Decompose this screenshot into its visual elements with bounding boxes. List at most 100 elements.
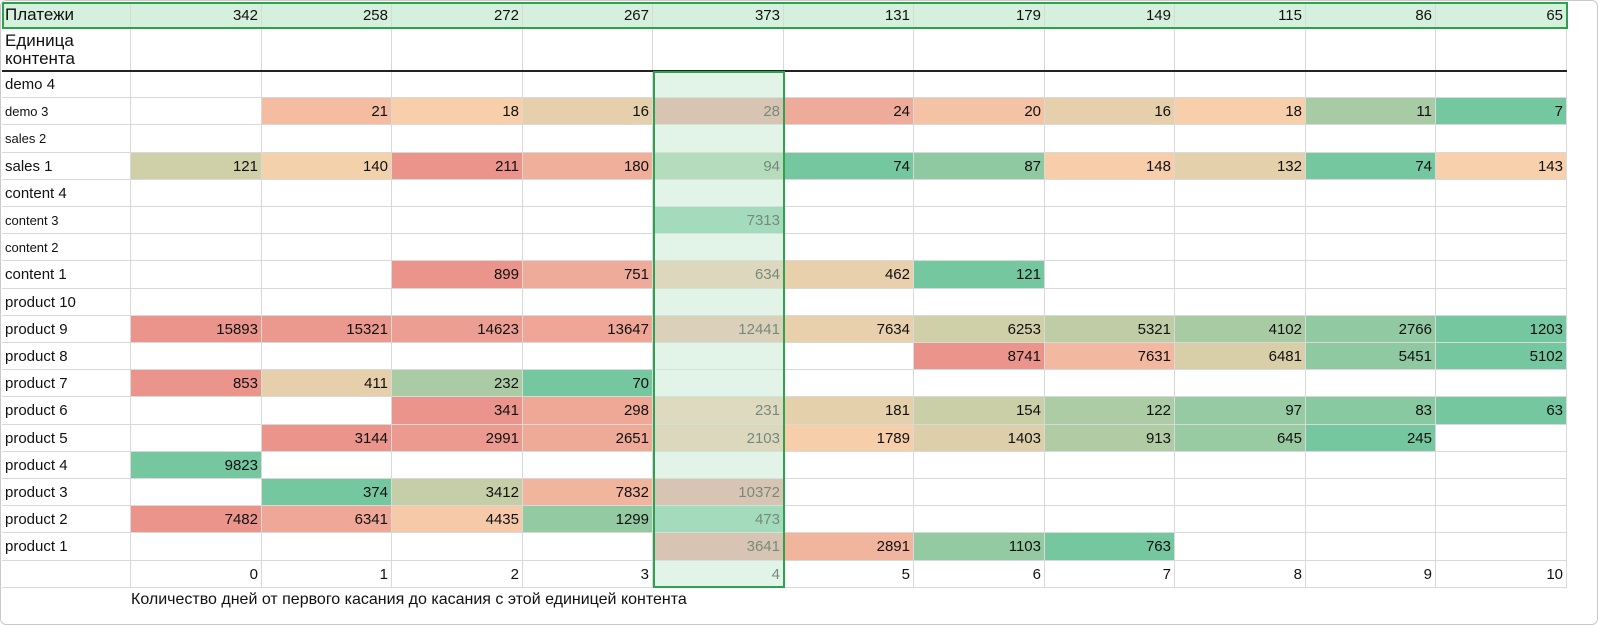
heatmap-cell[interactable] [914,506,1045,533]
heatmap-cell[interactable] [262,533,392,561]
heatmap-cell[interactable]: 473 [653,506,784,533]
heatmap-cell[interactable]: 6481 [1175,343,1306,370]
heatmap-cell[interactable] [523,234,653,261]
heatmap-cell[interactable]: 121 [131,153,262,180]
header-value-cell[interactable]: 272 [392,2,523,29]
heatmap-cell[interactable]: 232 [392,370,523,397]
heatmap-cell[interactable]: 16 [523,98,653,125]
heatmap-cell[interactable] [262,125,392,153]
heatmap-cell[interactable] [653,180,784,207]
heatmap-cell[interactable]: 298 [523,397,653,425]
heatmap-cell[interactable] [1045,479,1175,506]
heatmap-cell[interactable] [131,234,262,261]
row-label[interactable]: product 4 [2,452,131,479]
heatmap-cell[interactable] [392,71,523,98]
heatmap-cell[interactable]: 7832 [523,479,653,506]
empty-cell[interactable] [262,29,392,71]
heatmap-cell[interactable] [131,425,262,452]
heatmap-cell[interactable] [131,125,262,153]
heatmap-cell[interactable] [131,343,262,370]
heatmap-cell[interactable]: 15321 [262,316,392,343]
heatmap-cell[interactable]: 15893 [131,316,262,343]
heatmap-cell[interactable] [1175,71,1306,98]
heatmap-cell[interactable]: 7634 [784,316,914,343]
row-label[interactable]: demo 4 [2,71,131,98]
row-label[interactable]: product 9 [2,316,131,343]
heatmap-cell[interactable]: 634 [653,261,784,289]
unit-column-label[interactable]: Единица контента [2,29,131,71]
heatmap-cell[interactable]: 9823 [131,452,262,479]
heatmap-cell[interactable] [784,452,914,479]
heatmap-cell[interactable] [1045,506,1175,533]
heatmap-cell[interactable]: 2651 [523,425,653,452]
heatmap-cell[interactable] [1045,452,1175,479]
row-label[interactable]: sales 1 [2,153,131,180]
heatmap-cell[interactable]: 4435 [392,506,523,533]
heatmap-cell[interactable] [1045,234,1175,261]
heatmap-cell[interactable]: 13647 [523,316,653,343]
heatmap-cell[interactable]: 97 [1175,397,1306,425]
heatmap-cell[interactable] [1306,71,1436,98]
heatmap-cell[interactable] [131,71,262,98]
heatmap-cell[interactable] [1306,234,1436,261]
heatmap-cell[interactable] [1436,261,1567,289]
heatmap-cell[interactable] [653,452,784,479]
heatmap-cell[interactable]: 18 [392,98,523,125]
row-label[interactable]: product 3 [2,479,131,506]
heatmap-cell[interactable] [653,289,784,316]
heatmap-cell[interactable] [1175,261,1306,289]
heatmap-cell[interactable] [392,452,523,479]
heatmap-cell[interactable]: 74 [784,153,914,180]
heatmap-cell[interactable] [262,207,392,234]
heatmap-cell[interactable]: 751 [523,261,653,289]
heatmap-cell[interactable] [784,506,914,533]
heatmap-cell[interactable] [1306,506,1436,533]
heatmap-cell[interactable] [131,397,262,425]
heatmap-cell[interactable] [784,207,914,234]
heatmap-cell[interactable]: 6253 [914,316,1045,343]
heatmap-cell[interactable]: 899 [392,261,523,289]
heatmap-cell[interactable] [392,180,523,207]
heatmap-cell[interactable]: 245 [1306,425,1436,452]
heatmap-cell[interactable] [914,452,1045,479]
heatmap-cell[interactable] [784,370,914,397]
heatmap-cell[interactable] [262,452,392,479]
heatmap-cell[interactable] [1436,479,1567,506]
heatmap-cell[interactable] [1045,125,1175,153]
row-label[interactable]: demo 3 [2,98,131,125]
heatmap-cell[interactable] [1306,533,1436,561]
heatmap-cell[interactable]: 94 [653,153,784,180]
heatmap-cell[interactable]: 11 [1306,98,1436,125]
empty-cell[interactable] [131,29,262,71]
heatmap-cell[interactable]: 122 [1045,397,1175,425]
header-value-cell[interactable]: 131 [784,2,914,29]
heatmap-cell[interactable] [1175,125,1306,153]
heatmap-cell[interactable] [392,343,523,370]
empty-cell[interactable] [392,29,523,71]
empty-cell[interactable] [1306,29,1436,71]
heatmap-cell[interactable]: 2103 [653,425,784,452]
heatmap-cell[interactable]: 853 [131,370,262,397]
heatmap-cell[interactable]: 7313 [653,207,784,234]
heatmap-cell[interactable] [392,533,523,561]
heatmap-cell[interactable] [392,289,523,316]
heatmap-cell[interactable] [784,479,914,506]
empty-cell[interactable] [653,29,784,71]
heatmap-cell[interactable]: 3144 [262,425,392,452]
heatmap-cell[interactable]: 8741 [914,343,1045,370]
heatmap-cell[interactable] [784,125,914,153]
heatmap-cell[interactable] [914,125,1045,153]
empty-cell[interactable] [1436,29,1567,71]
heatmap-cell[interactable] [1175,207,1306,234]
heatmap-cell[interactable]: 3412 [392,479,523,506]
heatmap-cell[interactable] [1306,479,1436,506]
header-value-cell[interactable]: 149 [1045,2,1175,29]
heatmap-cell[interactable]: 374 [262,479,392,506]
row-label[interactable]: product 10 [2,289,131,316]
heatmap-cell[interactable] [262,234,392,261]
heatmap-cell[interactable]: 121 [914,261,1045,289]
heatmap-cell[interactable] [914,234,1045,261]
heatmap-cell[interactable] [1175,533,1306,561]
heatmap-cell[interactable]: 1203 [1436,316,1567,343]
heatmap-cell[interactable] [1436,370,1567,397]
